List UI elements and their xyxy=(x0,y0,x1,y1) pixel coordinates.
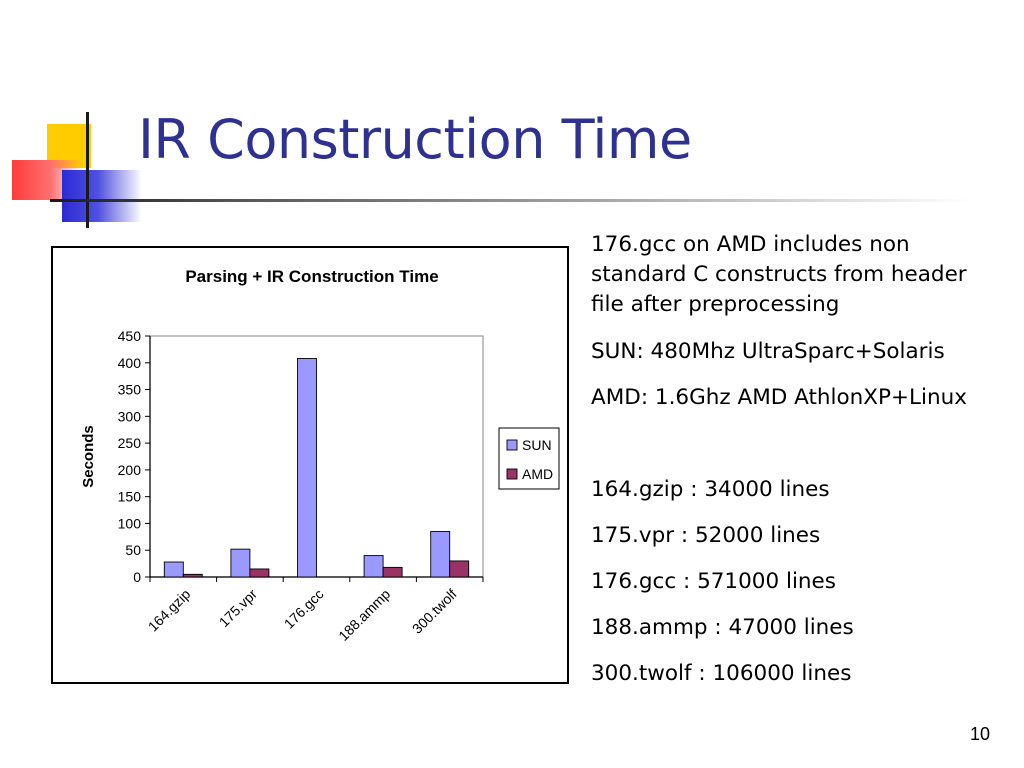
y-tick-label: 200 xyxy=(118,462,142,478)
x-tick-label: 300.twolf xyxy=(409,586,460,637)
y-tick-label: 50 xyxy=(125,542,141,558)
page-number: 10 xyxy=(969,724,990,744)
note-vpr-lines: 175.vpr : 52000 lines xyxy=(591,523,821,548)
decoration-blue-square xyxy=(62,170,142,222)
title-decoration xyxy=(0,0,150,240)
y-tick-label: 0 xyxy=(133,569,141,585)
bar-amd-300.twolf xyxy=(449,560,470,578)
note-gzip-lines: 164.gzip : 34000 lines xyxy=(591,477,830,502)
legend-label-sun: SUN xyxy=(522,437,552,453)
bar-amd-175.vpr xyxy=(249,568,270,578)
bar-sun-300.twolf xyxy=(430,531,451,578)
note-sun-spec: SUN: 480Mhz UltraSparc+Solaris xyxy=(591,339,945,364)
y-tick-label: 300 xyxy=(118,408,142,424)
y-tick-label: 250 xyxy=(118,435,142,451)
x-tick-label: 176.gcc xyxy=(281,586,327,632)
x-tick-label: 164.gzip xyxy=(145,586,194,635)
legend-swatch-sun xyxy=(506,439,518,451)
y-axis-label: Seconds xyxy=(80,425,97,488)
legend-swatch-amd xyxy=(506,468,518,480)
y-tick-label: 100 xyxy=(118,515,142,531)
bar-sun-164.gzip xyxy=(163,561,184,578)
slide-title: IR Construction Time xyxy=(138,108,692,171)
x-tick-label: 175.vpr xyxy=(216,586,261,631)
y-tick-label: 450 xyxy=(118,328,142,344)
legend-label-amd: AMD xyxy=(522,466,553,482)
y-tick-label: 350 xyxy=(118,382,142,398)
chart-title: Parsing + IR Construction Time xyxy=(185,267,438,286)
chart-frame: Parsing + IR Construction Time 0 50 100 150 2… xyxy=(51,246,569,684)
bar-chart: Parsing + IR Construction Time 0 50 100 150 2… xyxy=(80,267,560,644)
bar-sun-176.gcc xyxy=(297,358,317,578)
note-ammp-lines: 188.ammp : 47000 lines xyxy=(591,615,854,640)
bar-sun-175.vpr xyxy=(230,548,251,578)
note-gcc-amd: 176.gcc on AMD includes non standard C c… xyxy=(591,232,967,317)
note-gcc-lines: 176.gcc : 571000 lines xyxy=(591,569,836,594)
y-tick-label: 150 xyxy=(118,489,142,505)
y-tick-label: 400 xyxy=(118,355,142,371)
bar-sun-188.ammp xyxy=(363,555,384,578)
title-underline xyxy=(50,199,970,202)
bar-amd-164.gzip xyxy=(182,573,203,578)
x-tick-label: 188.ammp xyxy=(335,586,393,644)
note-twolf-lines: 300.twolf : 106000 lines xyxy=(591,661,852,686)
note-amd-spec: AMD: 1.6Ghz AMD AthlonXP+Linux xyxy=(591,385,967,410)
bar-amd-188.ammp xyxy=(382,566,403,578)
decoration-vertical-line xyxy=(86,112,89,228)
